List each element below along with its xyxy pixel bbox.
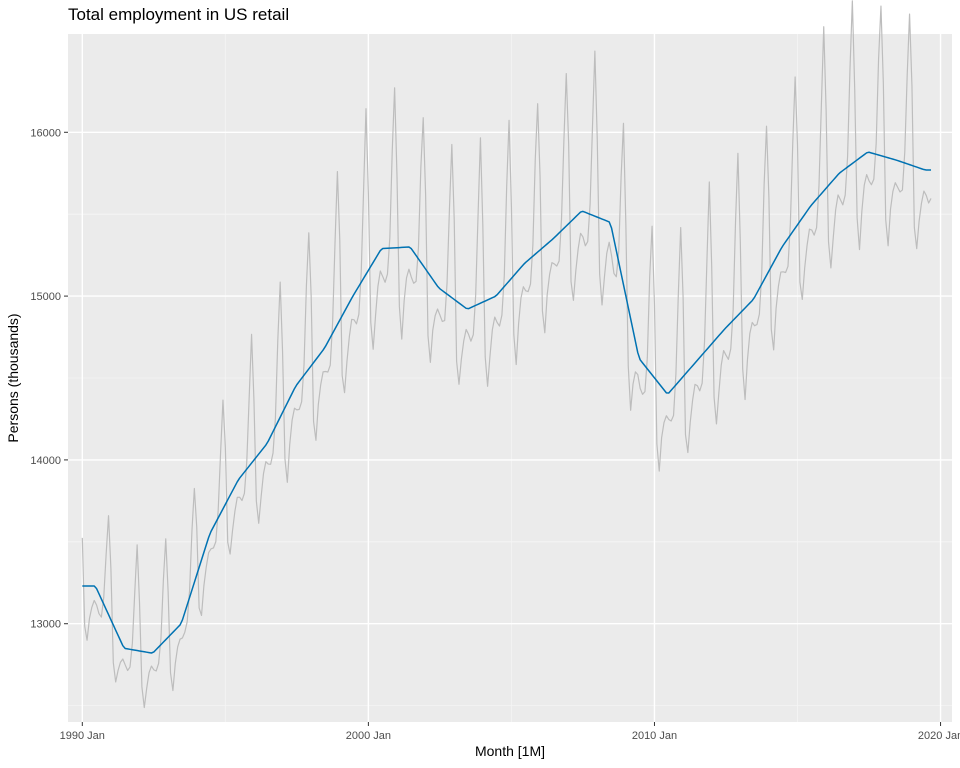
- x-axis-title: Month [1M]: [475, 743, 545, 759]
- y-tick-label: 15000: [30, 291, 61, 303]
- y-tick-label: 13000: [30, 619, 61, 631]
- employment-trend-line: [82, 151, 932, 654]
- x-tick-label: 2020 Jan: [918, 730, 960, 742]
- series-layer: [81, 0, 932, 709]
- y-axis-title: Persons (thousands): [5, 313, 21, 442]
- chart-title: Total employment in US retail: [68, 5, 289, 24]
- x-tick-label: 2010 Jan: [632, 730, 677, 742]
- x-tick-label: 2000 Jan: [346, 730, 391, 742]
- y-tick-label: 16000: [30, 127, 61, 139]
- employment-data-line: [81, 0, 932, 709]
- x-axis: 1990 Jan 2000 Jan 2010 Jan 2020 Jan: [60, 722, 960, 742]
- y-tick-label: 14000: [30, 455, 61, 467]
- y-axis: 13000 14000 15000 16000: [30, 127, 68, 631]
- x-tick-label: 1990 Jan: [60, 730, 105, 742]
